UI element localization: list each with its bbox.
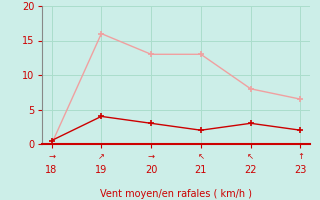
Text: →: → — [148, 152, 155, 161]
Text: ↑: ↑ — [297, 152, 304, 161]
Text: →: → — [48, 152, 55, 161]
X-axis label: Vent moyen/en rafales ( km/h ): Vent moyen/en rafales ( km/h ) — [100, 189, 252, 199]
Text: ↖: ↖ — [197, 152, 204, 161]
Text: ↖: ↖ — [247, 152, 254, 161]
Text: ↗: ↗ — [98, 152, 105, 161]
